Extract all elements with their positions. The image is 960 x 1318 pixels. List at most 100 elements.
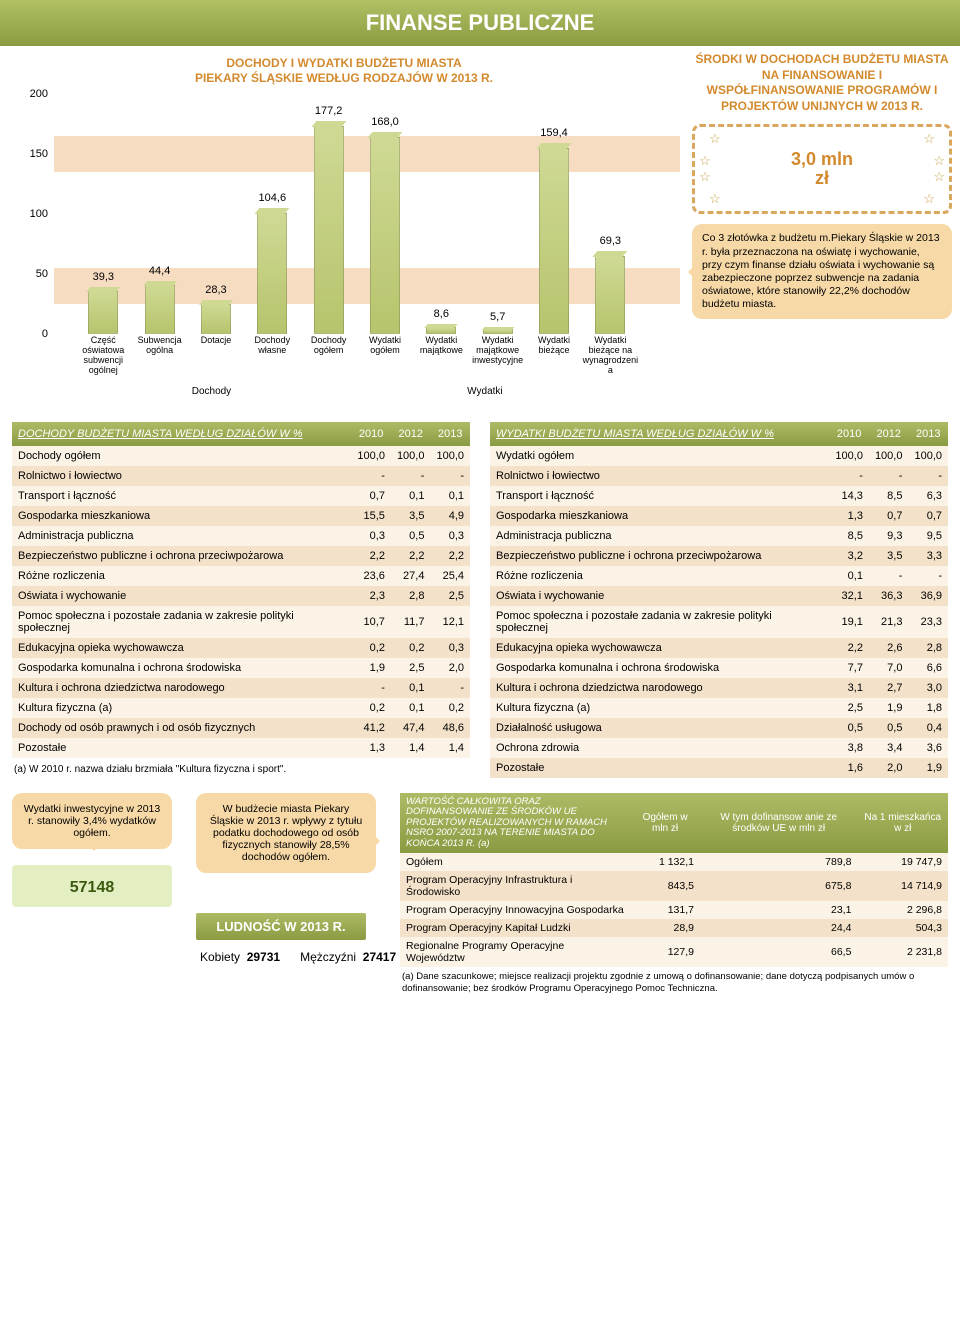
table-row: Transport i łączność0,70,10,1 <box>12 486 470 506</box>
row-label: Edukacyjna opieka wychowawcza <box>490 638 829 658</box>
table-row: Ogółem1 132,1789,819 747,9 <box>400 853 948 871</box>
bar-value-label: 5,7 <box>480 311 516 323</box>
cell-value: 2,3 <box>351 586 391 606</box>
y-tick: 0 <box>16 328 48 340</box>
cell-value: - <box>908 566 948 586</box>
cell-value: 1,8 <box>908 698 948 718</box>
cell-value: 0,3 <box>430 526 470 546</box>
table-row: Gospodarka komunalna i ochrona środowisk… <box>12 658 470 678</box>
cell-value: - <box>351 466 391 486</box>
table-year-col: 2010 <box>351 422 391 446</box>
bar-x-label: Subwencja ogólna <box>130 334 190 356</box>
cell-value: - <box>869 466 909 486</box>
cell-value: 0,7 <box>908 506 948 526</box>
cell-value: 0,1 <box>430 486 470 506</box>
eu-projects-wrap: WARTOŚĆ CAŁKOWITA ORAZ DOFINANSOWANIE ZE… <box>400 793 948 998</box>
ludnosc-title: LUDNOŚĆ W 2013 R. <box>196 913 366 940</box>
table-row: Kultura fizyczna (a)2,51,91,8 <box>490 698 948 718</box>
row-label: Pozostałe <box>490 758 829 778</box>
bar-value-label: 104,6 <box>254 192 290 204</box>
eu-projects-note: (a) Dane szacunkowe; miejsce realizacji … <box>400 967 948 998</box>
expense-table-wrap: WYDATKI BUDŻETU MIASTA WEDŁUG DZIAŁÓW W … <box>490 422 948 781</box>
cell-value: - <box>908 466 948 486</box>
y-tick: 50 <box>16 268 48 280</box>
table-row: Gospodarka mieszkaniowa15,53,54,9 <box>12 506 470 526</box>
cell-value: 14 714,9 <box>857 871 948 901</box>
cell-value: 28,9 <box>630 919 700 937</box>
row-label: Kultura fizyczna (a) <box>12 698 351 718</box>
cell-value: 1,3 <box>351 738 391 758</box>
cell-value: 1,6 <box>829 758 869 778</box>
income-table: DOCHODY BUDŻETU MIASTA WEDŁUG DZIAŁÓW W … <box>12 422 470 758</box>
row-label: Gospodarka mieszkaniowa <box>12 506 351 526</box>
table-row: Różne rozliczenia0,1-- <box>490 566 948 586</box>
cell-value: 2,2 <box>430 546 470 566</box>
cell-value: 2,2 <box>391 546 431 566</box>
row-label: Działalność usługowa <box>490 718 829 738</box>
bar: 39,3Część oświatowa subwencji ogólnej <box>85 287 121 334</box>
table-row: Program Operacyjny Kapitał Ludzki28,924,… <box>400 919 948 937</box>
cell-value: 23,6 <box>351 566 391 586</box>
table-row: Rolnictwo i łowiectwo--- <box>12 466 470 486</box>
eu-val-l1: 3,0 mln <box>791 149 853 169</box>
right-column: ŚRODKI W DOCHODACH BUDŻETU MIASTA NA FIN… <box>692 52 952 404</box>
top-row: DOCHODY I WYDATKI BUDŻETU MIASTA PIEKARY… <box>0 46 960 404</box>
cell-value: 1,9 <box>908 758 948 778</box>
cell-value: 10,7 <box>351 606 391 638</box>
table-year-col: 2013 <box>430 422 470 446</box>
callout-invest: Wydatki inwestycyjne w 2013 r. stanowiły… <box>12 793 172 849</box>
cell-value: 0,5 <box>829 718 869 738</box>
cell-value: 3,5 <box>391 506 431 526</box>
row-label: Rolnictwo i łowiectwo <box>490 466 829 486</box>
cell-value: 0,1 <box>391 698 431 718</box>
cell-value: 6,3 <box>908 486 948 506</box>
table-row: Program Operacyjny Innowacyjna Gospodark… <box>400 901 948 919</box>
row-label: Bezpieczeństwo publiczne i ochrona przec… <box>490 546 829 566</box>
table-year-col: 2010 <box>829 422 869 446</box>
cell-value: 0,1 <box>829 566 869 586</box>
cell-value: 0,2 <box>430 698 470 718</box>
population-total-box: 57148 <box>12 865 172 907</box>
row-label: Bezpieczeństwo publiczne i ochrona przec… <box>12 546 351 566</box>
bar: 8,6Wydatki majątkowe <box>423 324 459 334</box>
row-label: Wydatki ogółem <box>490 446 829 466</box>
cell-value: 4,9 <box>430 506 470 526</box>
bar-value-label: 159,4 <box>536 127 572 139</box>
row-label: Dochody ogółem <box>12 446 351 466</box>
cell-value: 2,6 <box>869 638 909 658</box>
bar-value-label: 39,3 <box>85 271 121 283</box>
cell-value: 3,8 <box>829 738 869 758</box>
bar-x-label: Wydatki ogółem <box>355 334 415 356</box>
cell-value: 100,0 <box>869 446 909 466</box>
table-row: Administracja publiczna0,30,50,3 <box>12 526 470 546</box>
row-label: Administracja publiczna <box>490 526 829 546</box>
cell-value: 0,1 <box>391 678 431 698</box>
cell-value: 1,9 <box>869 698 909 718</box>
bar: 5,7Wydatki majątkowe inwestycyjne <box>480 327 516 334</box>
cell-value: 100,0 <box>908 446 948 466</box>
bar-x-label: Wydatki majątkowe <box>411 334 471 356</box>
cell-value: 9,3 <box>869 526 909 546</box>
star-icon: ☆ <box>923 191 935 207</box>
cell-value: 8,5 <box>869 486 909 506</box>
row-label: Dochody od osób prawnych i od osób fizyc… <box>12 718 351 738</box>
table-row: Gospodarka mieszkaniowa1,30,70,7 <box>490 506 948 526</box>
page-title: FINANSE PUBLICZNE <box>0 0 960 46</box>
cell-value: 504,3 <box>857 919 948 937</box>
chart-section-labels: Dochody Wydatki <box>54 386 680 404</box>
row-label: Oświata i wychowanie <box>12 586 351 606</box>
cell-value: 23,1 <box>700 901 857 919</box>
cell-value: 7,0 <box>869 658 909 678</box>
bar: 168,0Wydatki ogółem <box>367 132 403 334</box>
bar-value-label: 69,3 <box>592 235 628 247</box>
row-label: Różne rozliczenia <box>12 566 351 586</box>
eu-col: Ogółem w mln zł <box>630 793 700 853</box>
cell-value: 9,5 <box>908 526 948 546</box>
cell-value: 27,4 <box>391 566 431 586</box>
chart-plot: 05010015020039,3Część oświatowa subwencj… <box>54 94 680 334</box>
table-row: Transport i łączność14,38,56,3 <box>490 486 948 506</box>
cell-value: 2 231,8 <box>857 937 948 967</box>
chart-title-l2: PIEKARY ŚLĄSKIE WEDŁUG RODZAJÓW W 2013 R… <box>195 71 493 85</box>
bar-x-label: Wydatki bieżące <box>524 334 584 356</box>
cell-value: 131,7 <box>630 901 700 919</box>
